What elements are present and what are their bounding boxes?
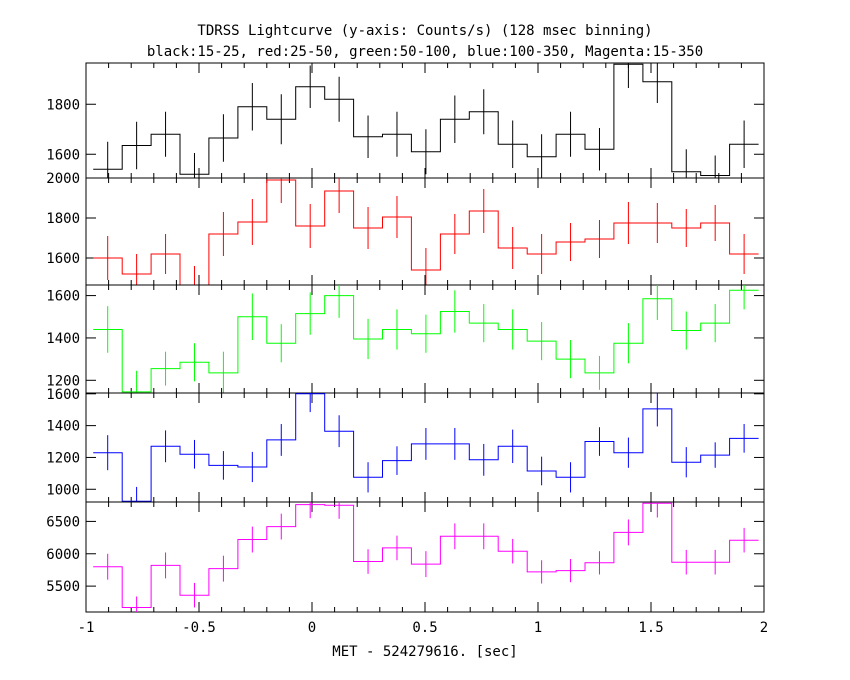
x-axis-label: MET - 524279616. [sec] bbox=[332, 644, 517, 660]
panel-frame bbox=[85, 177, 765, 286]
y-tick-label: 1800 bbox=[46, 211, 80, 227]
x-tick-label: -1 bbox=[78, 620, 95, 636]
x-tick-label: -0.5 bbox=[182, 620, 216, 636]
y-tick-label: 1400 bbox=[46, 419, 80, 435]
x-tick-label: 1.5 bbox=[638, 620, 663, 636]
y-tick-label: 1000 bbox=[46, 482, 80, 498]
panel-frame bbox=[85, 284, 765, 394]
series-step-line bbox=[93, 393, 759, 502]
chart-subtitle: black:15-25, red:25-50, green:50-100, bl… bbox=[146, 44, 704, 60]
y-tick-label: 6000 bbox=[46, 547, 80, 563]
y-tick-label: 1400 bbox=[46, 331, 80, 347]
y-tick-label: 1600 bbox=[46, 147, 80, 163]
x-tick-label: 1 bbox=[534, 620, 542, 636]
y-tick-label: 5500 bbox=[46, 579, 80, 595]
x-tick-label: 2 bbox=[760, 620, 768, 636]
y-tick-label: 2000 bbox=[46, 171, 80, 187]
y-tick-label: 1600 bbox=[46, 251, 80, 267]
y-tick-label: 1600 bbox=[46, 289, 80, 305]
series-step-line bbox=[93, 179, 759, 286]
x-tick-label: 0 bbox=[308, 620, 316, 636]
y-tick-label: 1200 bbox=[46, 450, 80, 466]
y-tick-label: 1600 bbox=[46, 387, 80, 403]
y-tick-label: 1800 bbox=[46, 97, 80, 113]
panel-frame bbox=[85, 62, 765, 179]
series-step-line bbox=[93, 502, 759, 608]
x-tick-label: 0.5 bbox=[412, 620, 437, 636]
y-tick-label: 1200 bbox=[46, 373, 80, 389]
chart-title: TDRSS Lightcurve (y-axis: Counts/s) (128… bbox=[197, 23, 653, 39]
y-tick-label: 6500 bbox=[46, 514, 80, 530]
